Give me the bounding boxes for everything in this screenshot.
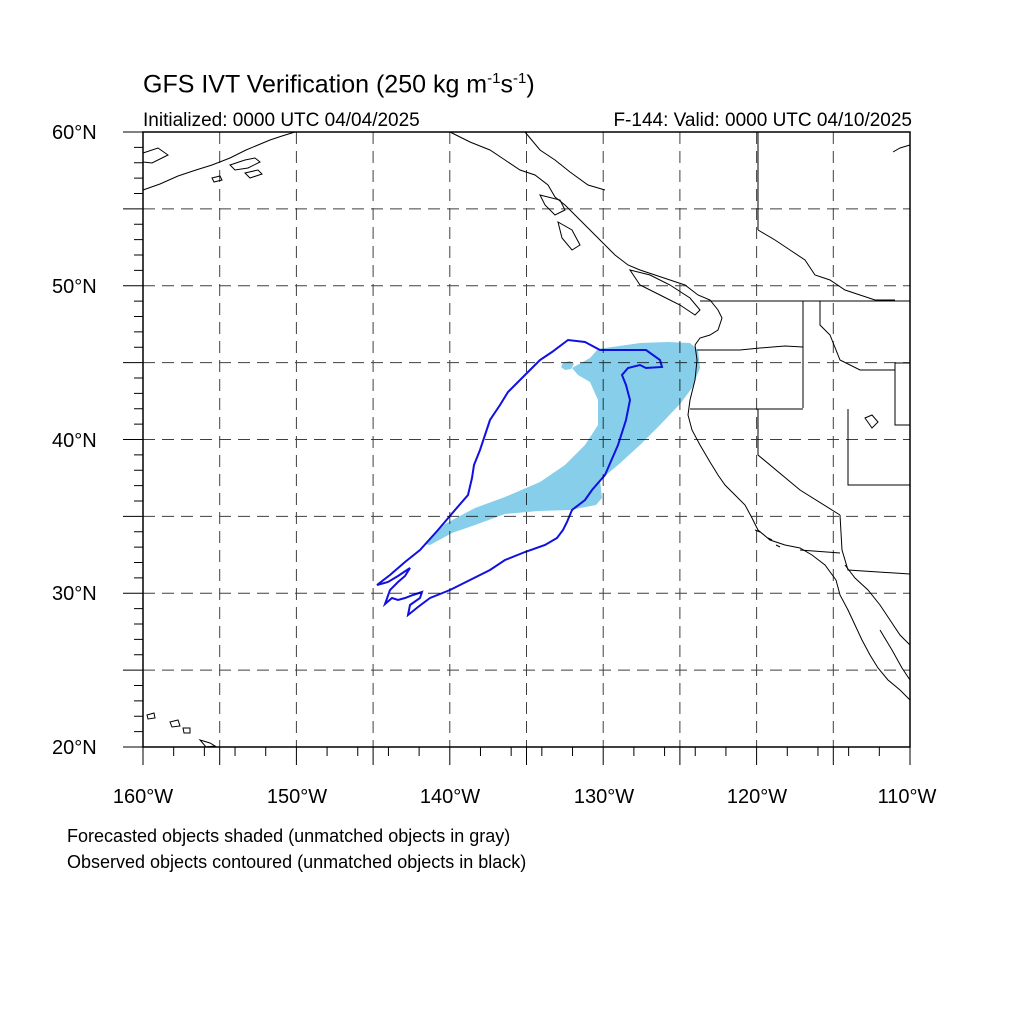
hawaii-islands: [146, 712, 217, 748]
baja-coast: [835, 579, 911, 701]
lon-label-130w: 130°W: [573, 786, 635, 808]
lat-label-50n: 50°N: [52, 276, 97, 298]
alaska-coast-2: [142, 131, 296, 191]
nevada-utah-border: [847, 409, 910, 486]
arizona-border: [839, 514, 911, 575]
legend-observed-note: Observed objects contoured (unmatched ob…: [67, 852, 527, 872]
bc-islands: [539, 194, 701, 316]
map-frame: [123, 131, 911, 765]
alaska-panhandle: [524, 131, 606, 191]
interior-line: [757, 229, 895, 301]
lon-label-110w: 110°W: [877, 786, 937, 808]
forecast-ivt-object: [425, 342, 700, 545]
lon-label-140w: 140°W: [419, 786, 481, 808]
title-exponent-2: -1: [512, 70, 527, 87]
coastlines: [142, 131, 911, 748]
nevada-california-border: [757, 409, 841, 516]
lat-label-40n: 40°N: [52, 430, 97, 452]
alaska-islands: [211, 157, 263, 183]
init-time-label: Initialized: 0000 UTC 04/04/2025: [143, 110, 420, 131]
title-unit-s: s: [500, 70, 513, 99]
legend-forecast-note: Forecasted objects shaded (unmatched obj…: [67, 826, 511, 846]
baja-inner: [844, 564, 911, 646]
lat-lon-grid: [143, 132, 910, 747]
lon-label-120w: 120°W: [726, 786, 788, 808]
bc-coast: [449, 131, 723, 346]
alaska-coast: [142, 147, 169, 164]
lon-label-160w: 160°W: [112, 786, 174, 808]
lat-label-30n: 30°N: [52, 583, 97, 605]
title-main: GFS IVT Verification (250 kg m: [143, 70, 488, 99]
great-salt-lake: [864, 414, 879, 429]
title-close: ): [526, 70, 535, 99]
forecast-ivt-small-blob: [561, 361, 574, 370]
idaho-montana-border: [819, 301, 895, 371]
wyoming-border: [894, 362, 910, 426]
hudson-coast: [892, 144, 911, 153]
washington-oregon-border: [697, 345, 804, 351]
forecast-object-group: [425, 342, 700, 545]
lat-label-60n: 60°N: [52, 122, 97, 144]
lat-label-20n: 20°N: [52, 737, 97, 759]
valid-time-label: F-144: Valid: 0000 UTC 04/10/2025: [613, 110, 912, 131]
observed-ivt-contour: [376, 338, 664, 618]
lon-label-150w: 150°W: [266, 786, 328, 808]
observed-object-group: [376, 338, 664, 618]
title-exponent-1: -1: [487, 70, 501, 87]
us-west-coast: [687, 344, 837, 581]
mexico-mainland: [879, 629, 911, 681]
chart-title: GFS IVT Verification (250 kg m-1s-1): [143, 70, 535, 99]
channel-islands: [754, 529, 781, 548]
political-borders: [690, 132, 911, 575]
